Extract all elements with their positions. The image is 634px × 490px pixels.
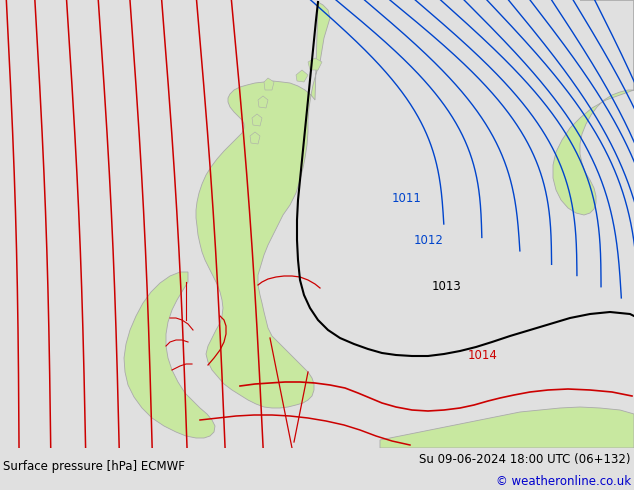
Text: © weatheronline.co.uk: © weatheronline.co.uk <box>496 475 631 488</box>
Polygon shape <box>264 78 274 90</box>
Text: Su 09-06-2024 18:00 UTC (06+132): Su 09-06-2024 18:00 UTC (06+132) <box>419 453 631 466</box>
Polygon shape <box>296 70 308 82</box>
Text: 1013: 1013 <box>432 280 462 294</box>
Polygon shape <box>380 407 634 448</box>
Text: 1014: 1014 <box>468 348 498 362</box>
Polygon shape <box>124 272 215 438</box>
Polygon shape <box>258 96 268 108</box>
Polygon shape <box>308 58 322 70</box>
Polygon shape <box>250 132 260 144</box>
Polygon shape <box>196 2 330 408</box>
Polygon shape <box>553 0 634 215</box>
Text: Surface pressure [hPa] ECMWF: Surface pressure [hPa] ECMWF <box>3 461 185 473</box>
Text: 1011: 1011 <box>392 192 422 204</box>
Text: 1012: 1012 <box>414 234 444 246</box>
Polygon shape <box>252 114 262 126</box>
